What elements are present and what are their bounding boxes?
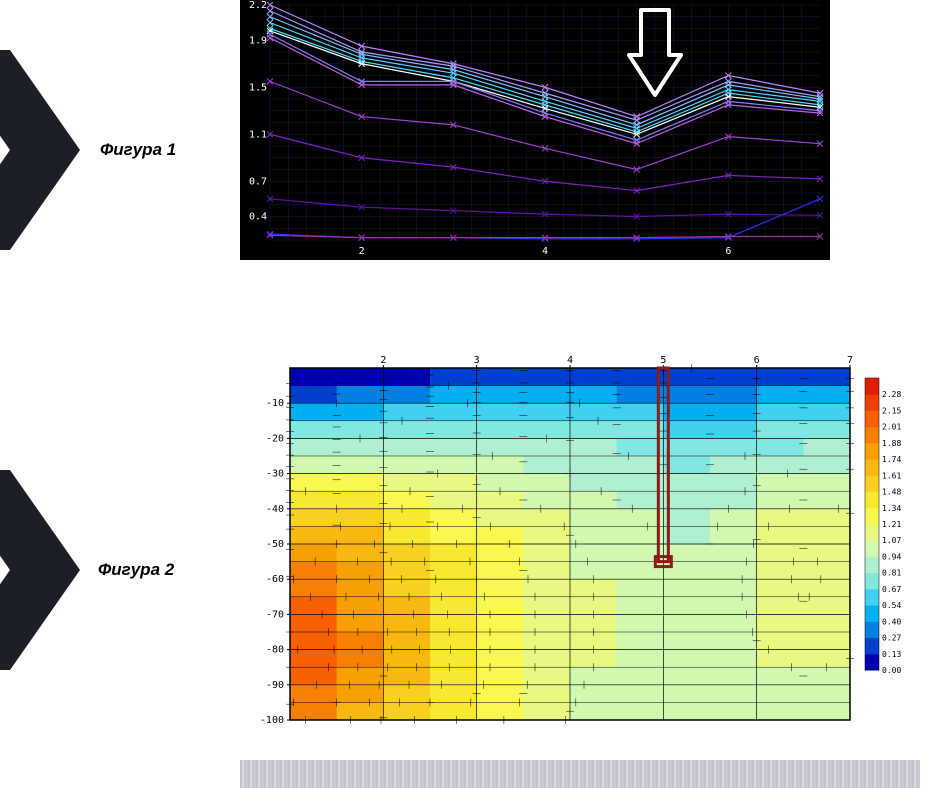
chevron-shape-2 (0, 470, 80, 670)
svg-text:1.21: 1.21 (882, 520, 901, 529)
svg-text:0.81: 0.81 (882, 569, 901, 578)
svg-text:1.9: 1.9 (249, 35, 267, 46)
svg-text:4: 4 (567, 355, 573, 366)
svg-text:-90: -90 (266, 680, 284, 691)
svg-text:0.00: 0.00 (882, 666, 901, 675)
svg-text:-80: -80 (266, 645, 284, 656)
figure2-label: Фигура 2 (98, 560, 174, 580)
svg-text:-20: -20 (266, 433, 284, 444)
svg-text:1.88: 1.88 (882, 439, 901, 448)
svg-text:-60: -60 (266, 574, 284, 585)
figure1-chart: 0.4 0.7 1.1 1.5 1.9 2.2 2 4 6 (240, 0, 830, 260)
svg-text:1.74: 1.74 (882, 455, 901, 464)
svg-text:0.27: 0.27 (882, 634, 901, 643)
noise-strip (240, 760, 920, 788)
svg-text:0.40: 0.40 (882, 617, 901, 626)
svg-text:4: 4 (542, 246, 548, 257)
figure1-label: Фигура 1 (100, 140, 176, 160)
svg-text:1.61: 1.61 (882, 471, 901, 480)
svg-text:1.07: 1.07 (882, 536, 901, 545)
svg-text:2.01: 2.01 (882, 423, 901, 432)
svg-text:-70: -70 (266, 609, 284, 620)
svg-text:2.2: 2.2 (249, 0, 267, 11)
svg-text:-100: -100 (260, 715, 284, 726)
svg-text:2.15: 2.15 (882, 406, 901, 415)
svg-text:1.48: 1.48 (882, 488, 901, 497)
svg-text:1.34: 1.34 (882, 504, 901, 513)
svg-text:1.1: 1.1 (249, 129, 267, 140)
svg-text:2: 2 (380, 355, 386, 366)
svg-text:-10: -10 (266, 398, 284, 409)
svg-text:7: 7 (847, 355, 853, 366)
svg-text:5: 5 (660, 355, 666, 366)
svg-text:-50: -50 (266, 539, 284, 550)
svg-text:-40: -40 (266, 504, 284, 515)
svg-text:1.5: 1.5 (249, 82, 267, 93)
figure2-chart: 2 3 4 5 6 7 -10 -20 -30 -40 -50 -60 -70 -80 -90 -100 0.0… (240, 350, 920, 730)
svg-text:3: 3 (474, 355, 480, 366)
chevron-shape-1 (0, 50, 80, 250)
svg-text:6: 6 (754, 355, 760, 366)
svg-text:0.94: 0.94 (882, 552, 901, 561)
svg-text:0.4: 0.4 (249, 212, 267, 223)
svg-text:-30: -30 (266, 469, 284, 480)
svg-text:0.54: 0.54 (882, 601, 901, 610)
svg-text:0.13: 0.13 (882, 650, 901, 659)
svg-text:0.67: 0.67 (882, 585, 901, 594)
svg-text:0.7: 0.7 (249, 176, 267, 187)
svg-text:2: 2 (359, 246, 365, 257)
svg-text:6: 6 (725, 246, 731, 257)
svg-text:2.28: 2.28 (882, 390, 901, 399)
